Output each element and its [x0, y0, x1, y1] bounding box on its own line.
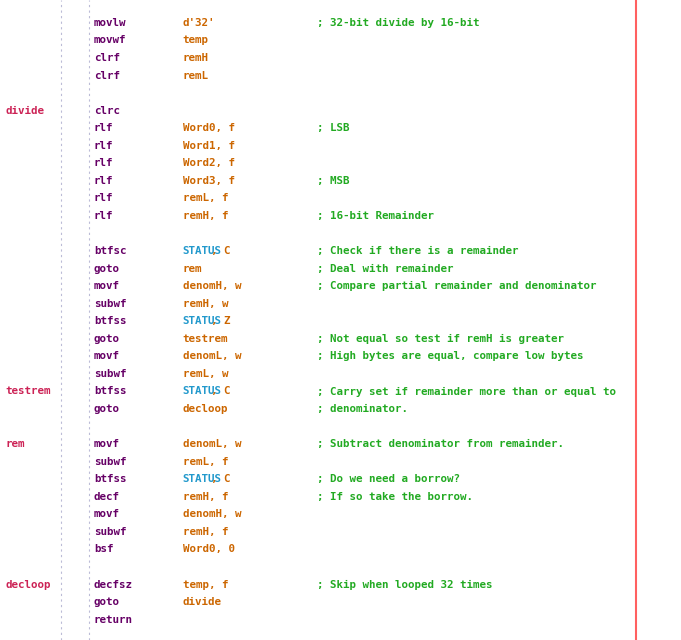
- Text: goto: goto: [94, 264, 120, 274]
- Text: rem: rem: [5, 439, 25, 449]
- Text: divide: divide: [183, 597, 221, 607]
- Text: Word0, f: Word0, f: [183, 123, 234, 133]
- Text: movf: movf: [94, 351, 120, 362]
- Text: denomL, w: denomL, w: [183, 439, 241, 449]
- Text: denomL, w: denomL, w: [183, 351, 241, 362]
- Text: ; Carry set if remainder more than or equal to: ; Carry set if remainder more than or eq…: [317, 387, 616, 397]
- Text: ; denominator.: ; denominator.: [317, 404, 408, 414]
- Text: , C: , C: [211, 387, 231, 397]
- Text: goto: goto: [94, 597, 120, 607]
- Text: ; Deal with remainder: ; Deal with remainder: [317, 264, 453, 274]
- Text: movlw: movlw: [94, 18, 127, 28]
- Text: remH, f: remH, f: [183, 527, 228, 537]
- Text: rem: rem: [183, 264, 202, 274]
- Text: remL, f: remL, f: [183, 457, 228, 467]
- Text: remH, w: remH, w: [183, 299, 228, 308]
- Text: ; High bytes are equal, compare low bytes: ; High bytes are equal, compare low byte…: [317, 351, 583, 362]
- Text: , Z: , Z: [211, 316, 231, 326]
- Text: STATUS: STATUS: [183, 316, 221, 326]
- Text: Word1, f: Word1, f: [183, 141, 234, 151]
- Text: rlf: rlf: [94, 176, 114, 186]
- Text: d'32': d'32': [183, 18, 215, 28]
- Text: rlf: rlf: [94, 193, 114, 204]
- Text: remL, f: remL, f: [183, 193, 228, 204]
- Text: rlf: rlf: [94, 158, 114, 168]
- Text: remH, f: remH, f: [183, 492, 228, 502]
- Text: remH, f: remH, f: [183, 211, 228, 221]
- Text: btfss: btfss: [94, 387, 127, 397]
- Text: Word0, 0: Word0, 0: [183, 545, 234, 554]
- Text: clrc: clrc: [94, 106, 120, 116]
- Text: subwf: subwf: [94, 299, 127, 308]
- Text: movwf: movwf: [94, 35, 127, 45]
- Text: btfss: btfss: [94, 474, 127, 484]
- Text: remL: remL: [183, 70, 208, 81]
- Text: btfss: btfss: [94, 316, 127, 326]
- Text: , C: , C: [211, 474, 231, 484]
- Text: denomH, w: denomH, w: [183, 509, 241, 520]
- Text: movf: movf: [94, 509, 120, 520]
- Text: Word2, f: Word2, f: [183, 158, 234, 168]
- Text: movf: movf: [94, 281, 120, 291]
- Text: subwf: subwf: [94, 369, 127, 379]
- Text: subwf: subwf: [94, 457, 127, 467]
- Text: ; MSB: ; MSB: [317, 176, 349, 186]
- Text: btfsc: btfsc: [94, 246, 127, 256]
- Text: decloop: decloop: [5, 580, 51, 589]
- Text: Word3, f: Word3, f: [183, 176, 234, 186]
- Text: ; Compare partial remainder and denominator: ; Compare partial remainder and denomina…: [317, 281, 596, 291]
- Text: ; LSB: ; LSB: [317, 123, 349, 133]
- Text: STATUS: STATUS: [183, 387, 221, 397]
- Text: testrem: testrem: [5, 387, 51, 397]
- Text: ; 32-bit divide by 16-bit: ; 32-bit divide by 16-bit: [317, 18, 479, 28]
- Text: denomH, w: denomH, w: [183, 281, 241, 291]
- Text: rlf: rlf: [94, 211, 114, 221]
- Text: temp: temp: [183, 35, 208, 45]
- Text: ; Check if there is a remainder: ; Check if there is a remainder: [317, 246, 518, 256]
- Text: subwf: subwf: [94, 527, 127, 537]
- Text: goto: goto: [94, 334, 120, 344]
- Text: ; Do we need a borrow?: ; Do we need a borrow?: [317, 474, 460, 484]
- Text: decfsz: decfsz: [94, 580, 133, 589]
- Text: rlf: rlf: [94, 141, 114, 151]
- Text: remH: remH: [183, 53, 208, 63]
- Text: movf: movf: [94, 439, 120, 449]
- Text: clrf: clrf: [94, 70, 120, 81]
- Text: goto: goto: [94, 404, 120, 414]
- Text: decloop: decloop: [183, 404, 228, 414]
- Text: ; Not equal so test if remH is greater: ; Not equal so test if remH is greater: [317, 334, 564, 344]
- Text: remL, w: remL, w: [183, 369, 228, 379]
- Text: testrem: testrem: [183, 334, 228, 344]
- Text: bsf: bsf: [94, 545, 114, 554]
- Text: STATUS: STATUS: [183, 246, 221, 256]
- Text: ; Skip when looped 32 times: ; Skip when looped 32 times: [317, 580, 492, 589]
- Text: , C: , C: [211, 246, 231, 256]
- Text: divide: divide: [5, 106, 44, 116]
- Text: STATUS: STATUS: [183, 474, 221, 484]
- Text: ; 16-bit Remainder: ; 16-bit Remainder: [317, 211, 434, 221]
- Text: temp, f: temp, f: [183, 580, 228, 589]
- Text: clrf: clrf: [94, 53, 120, 63]
- Text: ; If so take the borrow.: ; If so take the borrow.: [317, 492, 473, 502]
- Text: return: return: [94, 614, 133, 625]
- Text: ; Subtract denominator from remainder.: ; Subtract denominator from remainder.: [317, 439, 564, 449]
- Text: rlf: rlf: [94, 123, 114, 133]
- Text: decf: decf: [94, 492, 120, 502]
